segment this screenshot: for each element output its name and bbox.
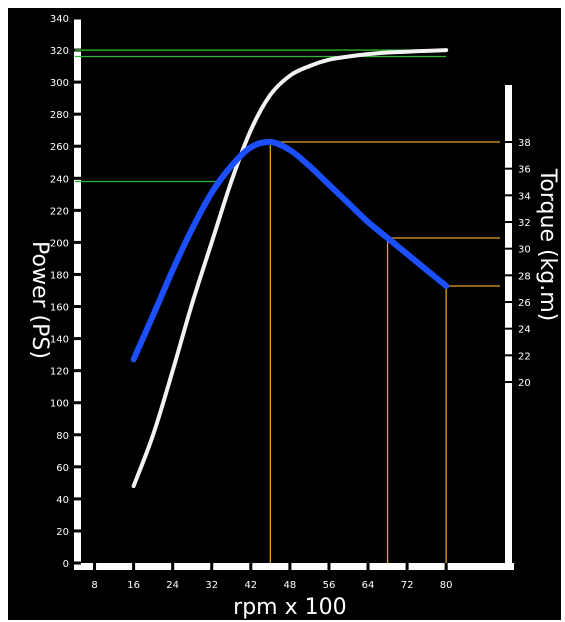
right-tick-mark <box>505 194 512 197</box>
bottom-tick-label: 56 <box>323 580 336 591</box>
power-curve <box>131 48 449 489</box>
left-tick-mark <box>74 529 81 533</box>
left-tick-label: 180 <box>50 270 69 281</box>
left-tick-label: 0 <box>63 559 69 570</box>
left-tick-mark <box>74 369 81 373</box>
bottom-tick-mark <box>405 563 409 570</box>
left-tick-mark <box>74 433 81 437</box>
bottom-tick-mark <box>444 563 448 570</box>
bottom-tick-label: 16 <box>127 580 140 591</box>
bottom-axis-ruler <box>74 563 514 570</box>
right-tick-mark <box>505 381 512 383</box>
right-axis-title: Torque (kg.m) <box>535 168 560 322</box>
right-tick-mark <box>505 167 512 170</box>
right-tick-label: 20 <box>518 378 531 389</box>
left-tick-label: 40 <box>56 495 69 506</box>
left-tick-label: 200 <box>50 238 69 249</box>
right-tick-mark <box>505 247 512 250</box>
bottom-tick-mark <box>249 563 253 570</box>
reference-lines-layer <box>75 49 500 563</box>
left-tick-mark <box>74 401 81 405</box>
left-tick-mark <box>74 305 81 309</box>
right-tick-label: 26 <box>518 298 531 309</box>
labels-layer: 0 20 40 60 80 100 120 140 160 180 200 220 240 260 280 3… <box>27 14 560 620</box>
right-tick-mark <box>505 354 512 357</box>
right-tick-label: 30 <box>518 245 531 256</box>
bottom-tick-mark <box>288 563 292 570</box>
bottom-tick-mark <box>366 563 370 570</box>
left-tick-mark <box>74 272 81 276</box>
right-tick-label: 28 <box>518 271 531 282</box>
left-tick-label: 320 <box>50 46 69 57</box>
left-axis-ruler <box>74 18 81 563</box>
left-tick-mark <box>74 112 81 116</box>
bottom-tick-label: 42 <box>244 580 257 591</box>
right-tick-mark <box>505 327 512 330</box>
left-tick-mark <box>74 240 81 244</box>
axes-layer <box>74 16 514 570</box>
left-tick-mark <box>74 80 81 84</box>
right-tick-label: 24 <box>518 325 531 336</box>
left-tick-label: 120 <box>50 367 69 378</box>
bottom-tick-mark <box>210 563 214 570</box>
left-tick-label: 340 <box>50 14 69 25</box>
left-tick-label: 80 <box>56 431 69 442</box>
left-tick-mark <box>74 176 81 180</box>
bottom-tick-label: 72 <box>401 580 414 591</box>
right-tick-label: 36 <box>518 165 531 176</box>
left-tick-label: 300 <box>50 78 69 89</box>
left-tick-mark <box>74 497 81 501</box>
right-tick-label: 32 <box>518 218 531 229</box>
right-tick-label: 22 <box>518 351 531 362</box>
left-tick-mark <box>74 208 81 212</box>
bottom-tick-label: 80 <box>440 580 453 591</box>
right-tick-mark <box>505 221 512 223</box>
left-tick-mark <box>74 561 81 565</box>
right-tick-mark <box>505 141 512 143</box>
left-tick-label: 280 <box>50 110 69 121</box>
chart-background <box>8 8 561 620</box>
left-tick-mark <box>74 337 81 341</box>
series-layer <box>130 48 450 489</box>
right-axis-ruler <box>505 85 512 568</box>
left-axis-title: Power (PS) <box>27 241 52 359</box>
left-tick-label: 160 <box>50 303 69 314</box>
left-tick-mark <box>74 144 81 148</box>
left-tick-label: 140 <box>50 335 69 346</box>
right-tick-label: 38 <box>518 138 531 149</box>
left-tick-label: 220 <box>50 206 69 217</box>
bottom-tick-label: 32 <box>205 580 218 591</box>
bottom-tick-mark <box>327 563 331 570</box>
left-tick-label: 100 <box>50 399 69 410</box>
left-tick-label: 260 <box>50 142 69 153</box>
torque-curve <box>130 138 450 363</box>
left-tick-label: 240 <box>50 174 69 185</box>
bottom-tick-mark <box>171 563 175 570</box>
right-tick-label: 34 <box>518 191 531 202</box>
bottom-tick-label: 48 <box>284 580 297 591</box>
right-tick-mark <box>505 274 512 277</box>
left-tick-label: 60 <box>56 463 69 474</box>
left-tick-mark <box>74 16 81 20</box>
bottom-tick-mark <box>93 563 97 570</box>
right-tick-mark <box>505 301 512 303</box>
left-tick-mark <box>74 465 81 469</box>
x-axis-title: rpm x 100 <box>233 595 346 620</box>
bottom-tick-label: 8 <box>91 580 97 591</box>
left-tick-label: 20 <box>56 527 69 538</box>
bottom-tick-label: 64 <box>362 580 375 591</box>
bottom-tick-mark <box>132 563 136 570</box>
bottom-tick-label: 24 <box>166 580 179 591</box>
